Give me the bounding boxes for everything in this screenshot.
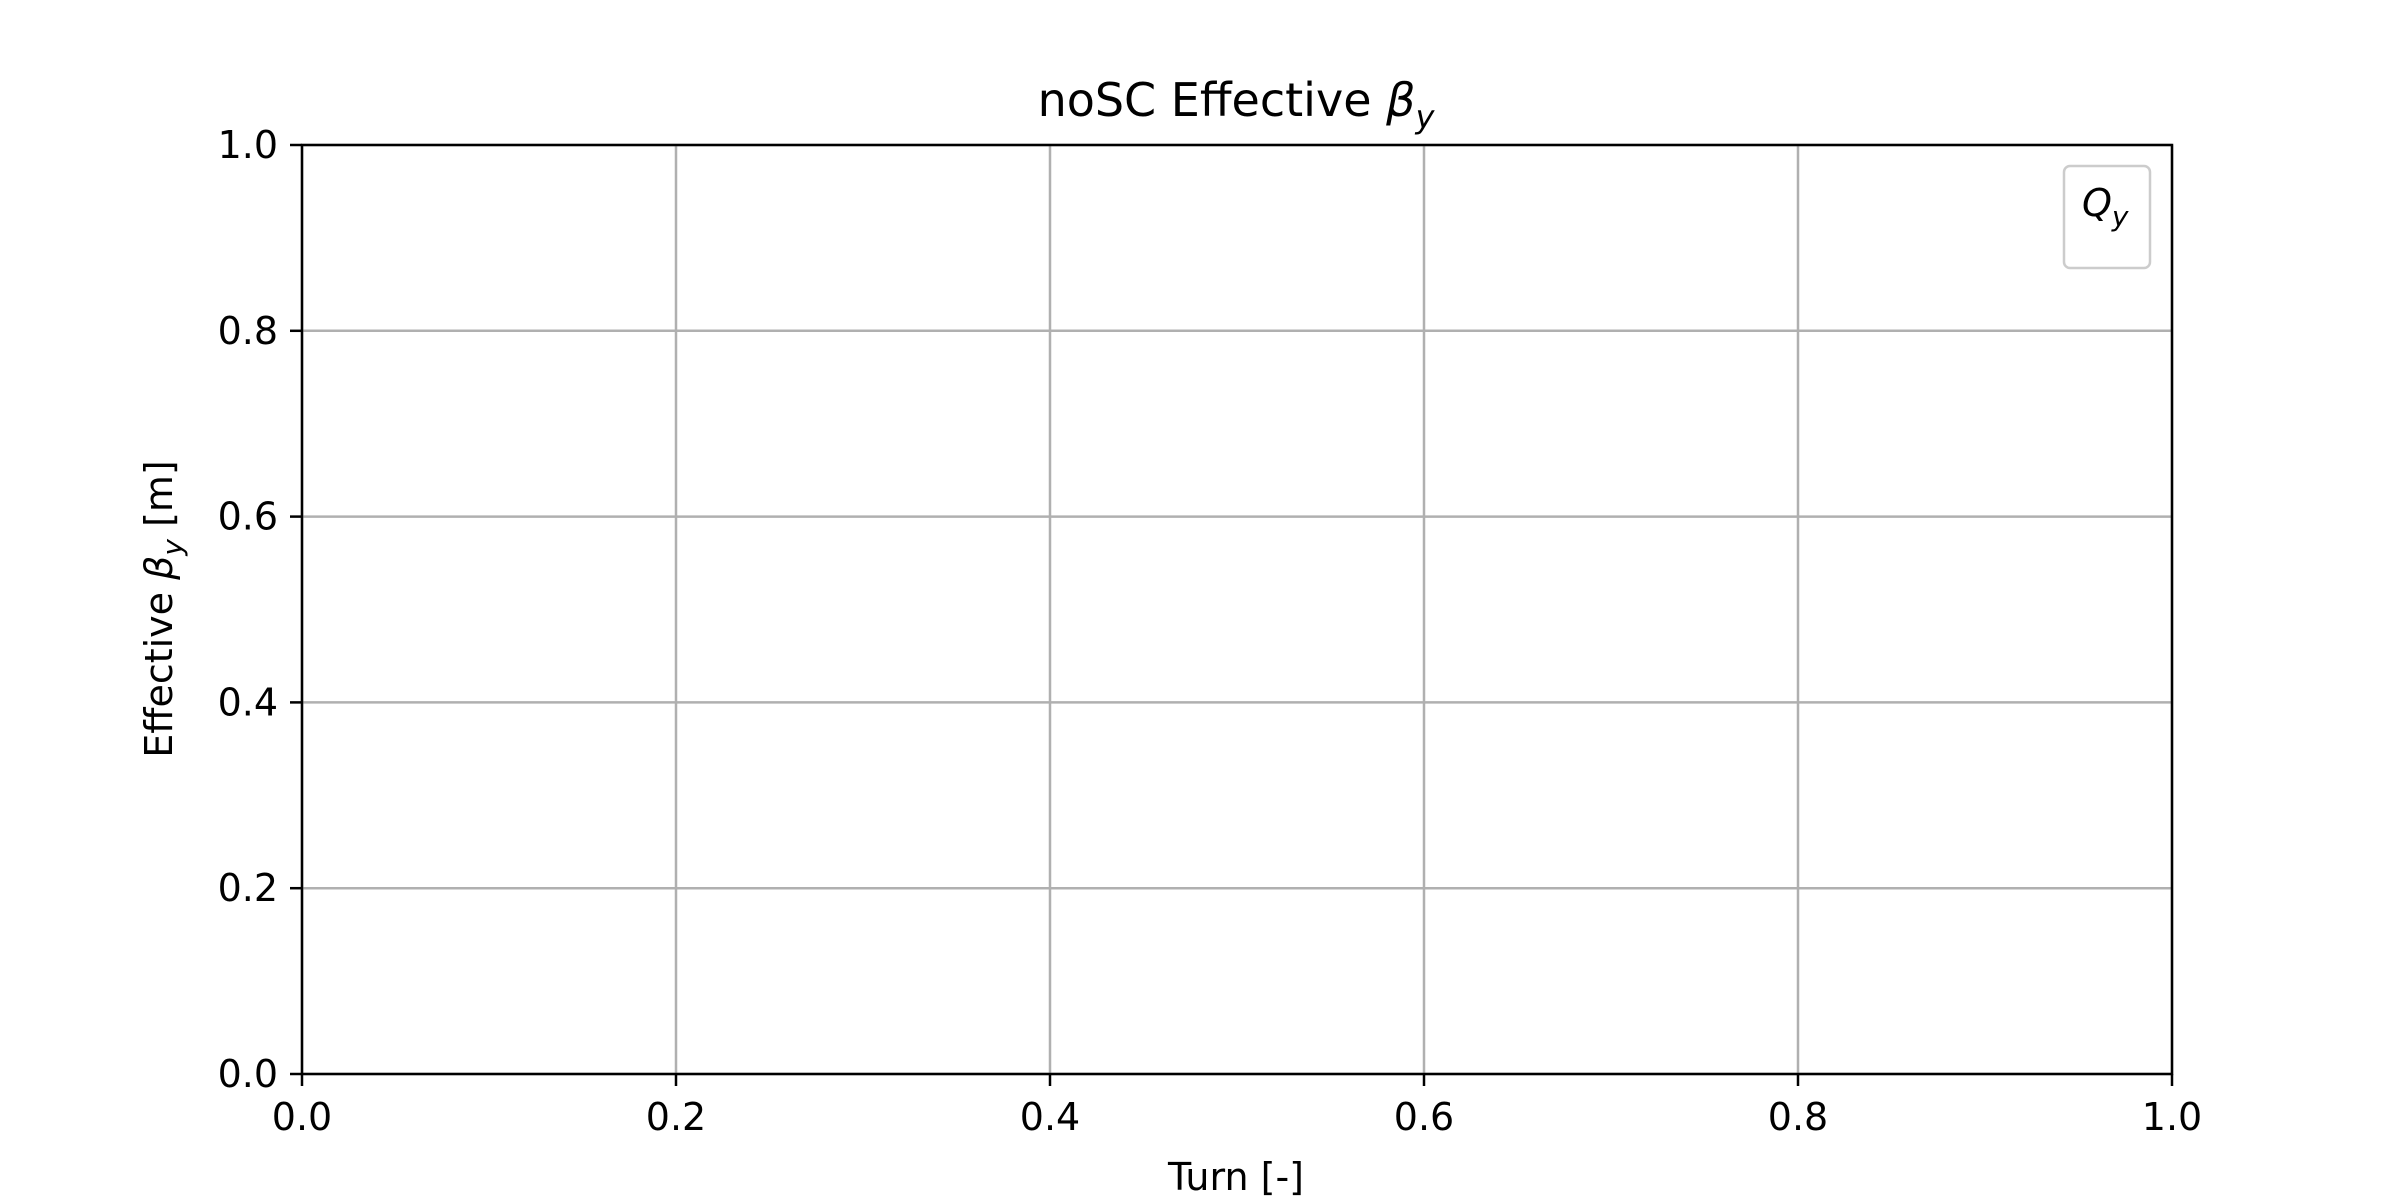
chart-title-symbol: β (1385, 73, 1415, 127)
legend-entry-label: Qy (2082, 181, 2129, 233)
y-tick-label: 0.2 (218, 866, 278, 910)
y-tick-label: 0.6 (218, 495, 278, 539)
legend-box (2062, 164, 2152, 270)
x-tick-label: 1.0 (2142, 1095, 2202, 1139)
chart-title: noSC Effective βy (1038, 73, 1436, 136)
x-tick-label: 0.8 (1768, 1095, 1828, 1139)
x-tick-label: 0.2 (646, 1095, 706, 1139)
x-tick-label: 0.0 (272, 1095, 332, 1139)
plot-frame (300, 143, 2174, 1076)
y-axis-label-symbol: β (137, 556, 181, 581)
y-axis-label-prefix: Effective (137, 580, 181, 758)
y-axis-label-suffix: [m] (137, 460, 181, 539)
chart-title-subscript: y (1414, 98, 1435, 136)
y-axis-label-subscript: y (156, 539, 189, 557)
legend-entry-subscript: y (2111, 200, 2129, 233)
chart-title-prefix: noSC Effective (1038, 73, 1387, 127)
y-tick-label: 0.8 (218, 309, 278, 353)
x-axis-ticks: 0.0 0.2 0.4 0.6 0.8 1.0 (272, 1074, 2202, 1139)
legend: Qy (2062, 164, 2152, 270)
y-axis-label: Effective βy [m] (137, 460, 189, 757)
x-axis-label: Turn [-] (1167, 1155, 1304, 1199)
y-axis-ticks: 0.0 0.2 0.4 0.6 0.8 1.0 (218, 123, 302, 1096)
x-tick-label: 0.4 (1020, 1095, 1080, 1139)
grid (300, 143, 2174, 1076)
legend-entry-symbol: Q (2082, 181, 2112, 225)
y-tick-label: 0.0 (218, 1052, 278, 1096)
y-tick-label: 0.4 (218, 680, 278, 724)
y-tick-label: 1.0 (218, 123, 278, 167)
x-tick-label: 0.6 (1394, 1095, 1454, 1139)
